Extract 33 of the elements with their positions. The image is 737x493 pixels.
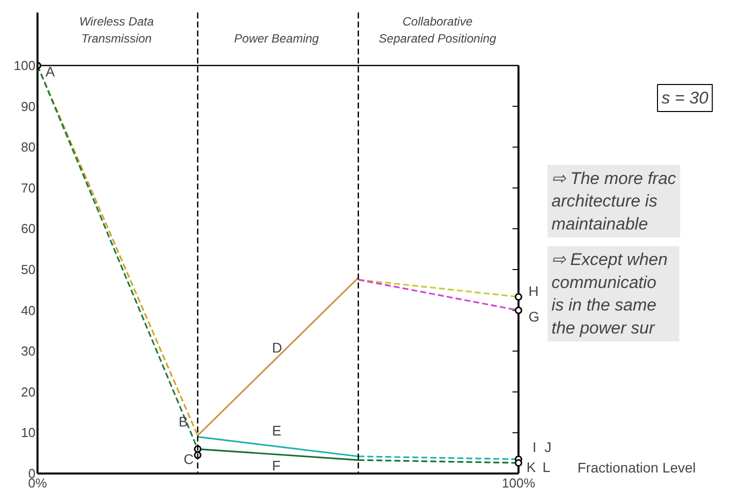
x-axis-title: Fractionation Level (578, 460, 696, 476)
annotation: D (272, 340, 282, 356)
annotation: C (184, 451, 194, 468)
x-tick-label: 100% (502, 476, 536, 490)
annotation: I (532, 439, 536, 456)
y-tick-label: 10 (21, 425, 36, 440)
text: s = 30 (662, 88, 709, 108)
y-tick-label: 20 (21, 384, 36, 400)
annotation: E (272, 422, 282, 439)
annotation: J (544, 439, 552, 456)
annotation: L (542, 458, 550, 475)
y-tick-label: 70 (21, 180, 36, 196)
y-tick-label: 30 (21, 344, 36, 359)
text: ⇨ The more frac architecture is maintainable (552, 168, 677, 234)
y-tick-label: 40 (21, 302, 36, 318)
point (514, 306, 522, 314)
annotation: G (528, 308, 540, 324)
text: ⇨ Except when communicatio is in the same the power sur (552, 250, 668, 338)
annotation: A (46, 64, 56, 80)
annotation: F (272, 458, 281, 474)
y-tick-label: 50 (21, 262, 36, 278)
y-tick-label: 60 (21, 221, 36, 236)
y-tick-label: 80 (21, 140, 36, 155)
annotation: Wireless Data Transmission (79, 14, 154, 46)
annotation: H (528, 282, 539, 299)
point (514, 293, 522, 301)
annotation: B (178, 414, 188, 430)
annotation: Collaborative Separated Positioning (378, 14, 497, 46)
point (514, 459, 522, 467)
y-tick-label: 100 (14, 58, 36, 74)
y-tick-label: 90 (21, 98, 36, 114)
annotation: K (526, 458, 536, 475)
annotation: Power Beaming (234, 32, 320, 46)
